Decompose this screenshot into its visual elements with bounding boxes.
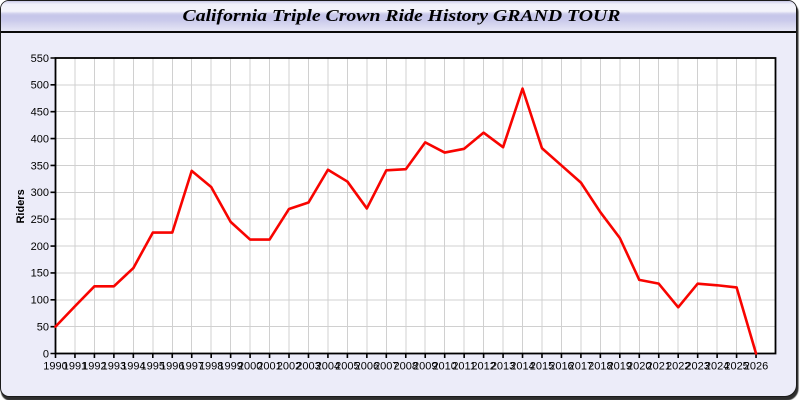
svg-text:2001: 2001 [257, 361, 281, 373]
svg-text:300: 300 [31, 187, 49, 199]
svg-text:450: 450 [31, 107, 49, 119]
svg-text:1993: 1993 [102, 361, 126, 373]
svg-text:1996: 1996 [160, 361, 184, 373]
svg-text:2012: 2012 [471, 361, 495, 373]
svg-text:100: 100 [31, 295, 49, 307]
svg-text:250: 250 [31, 214, 49, 226]
svg-text:50: 50 [37, 321, 49, 333]
svg-text:2015: 2015 [530, 361, 554, 373]
svg-text:2016: 2016 [549, 361, 573, 373]
svg-text:2006: 2006 [355, 361, 379, 373]
svg-text:2010: 2010 [432, 361, 456, 373]
svg-text:2005: 2005 [335, 361, 359, 373]
svg-text:150: 150 [31, 268, 49, 280]
svg-text:1994: 1994 [121, 361, 145, 373]
svg-text:1992: 1992 [82, 361, 106, 373]
svg-text:2011: 2011 [452, 361, 476, 373]
svg-text:1997: 1997 [179, 361, 203, 373]
svg-text:2013: 2013 [491, 361, 515, 373]
svg-text:2022: 2022 [666, 361, 690, 373]
svg-text:0: 0 [43, 348, 49, 360]
svg-text:2025: 2025 [724, 361, 748, 373]
svg-text:350: 350 [31, 160, 49, 172]
svg-text:2007: 2007 [374, 361, 398, 373]
svg-text:2021: 2021 [646, 361, 670, 373]
svg-text:200: 200 [31, 241, 49, 253]
svg-text:Riders: Riders [15, 189, 27, 223]
svg-text:550: 550 [31, 53, 49, 65]
svg-text:2002: 2002 [277, 361, 301, 373]
svg-text:2026: 2026 [744, 361, 768, 373]
svg-text:500: 500 [31, 80, 49, 92]
svg-text:1990: 1990 [43, 361, 67, 373]
svg-text:2003: 2003 [296, 361, 320, 373]
svg-text:2008: 2008 [394, 361, 418, 373]
svg-text:2018: 2018 [588, 361, 612, 373]
svg-text:2009: 2009 [413, 361, 437, 373]
svg-text:2024: 2024 [705, 361, 729, 373]
svg-text:2000: 2000 [238, 361, 262, 373]
svg-text:1999: 1999 [218, 361, 242, 373]
svg-text:2023: 2023 [685, 361, 709, 373]
svg-text:2004: 2004 [316, 361, 340, 373]
svg-text:1995: 1995 [141, 361, 165, 373]
svg-text:1998: 1998 [199, 361, 223, 373]
svg-text:400: 400 [31, 133, 49, 145]
svg-text:1991: 1991 [63, 361, 87, 373]
svg-text:2014: 2014 [510, 361, 534, 373]
svg-text:2020: 2020 [627, 361, 651, 373]
svg-text:2019: 2019 [608, 361, 632, 373]
svg-text:2017: 2017 [569, 361, 593, 373]
